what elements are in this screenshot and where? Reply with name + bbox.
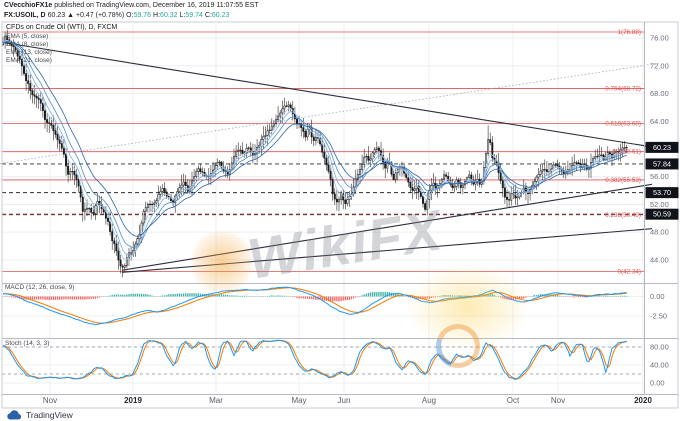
svg-text:-2.50: -2.50: [650, 312, 667, 321]
low-value: 59.74: [185, 12, 203, 19]
stochastic-pane: [2, 339, 644, 381]
svg-text:64.00: 64.00: [650, 117, 669, 126]
ema-8-line: [2, 40, 627, 255]
svg-text:56.00: 56.00: [650, 172, 669, 181]
time-tick-label: Oct: [507, 396, 520, 405]
svg-text:68.00: 68.00: [650, 89, 669, 98]
svg-text:72.00: 72.00: [650, 61, 669, 70]
time-tick-label: Aug: [422, 396, 436, 405]
publish-byline: CVecchioFX1e published on TradingView.co…: [4, 1, 259, 21]
svg-text:80.00: 80.00: [650, 343, 669, 352]
macd-line: [2, 286, 627, 326]
svg-text:0.382(55.53): 0.382(55.53): [605, 177, 641, 184]
low-label: L:: [179, 12, 186, 19]
time-scale[interactable]: Nov 2019 Mar May Jun Aug Oct Nov 2020: [43, 396, 653, 405]
svg-text:40.00: 40.00: [650, 361, 669, 370]
ema-21-line: [2, 41, 627, 237]
svg-text:57.84: 57.84: [653, 159, 671, 168]
symbol-info-line: FX:USOIL, D 60.23 ▲ +0.47 (+0.78%) O:59.…: [4, 11, 259, 21]
time-tick-label: Nov: [551, 396, 565, 405]
price-change: +0.47 (+0.78%): [75, 12, 125, 19]
time-tick-label: Mar: [209, 396, 223, 405]
price-badge: [645, 158, 679, 170]
last-price: 60.23: [47, 12, 66, 19]
author-username: CVecchioFX1e: [4, 2, 53, 9]
byline-text: published on TradingView.com, December 1…: [52, 2, 259, 9]
open-value: 59.76: [133, 12, 152, 19]
grid-lines: [2, 24, 644, 393]
svg-text:0.764(68.72): 0.764(68.72): [605, 86, 641, 93]
svg-text:0.5(59.61): 0.5(59.61): [612, 149, 641, 156]
tradingview-footer: TradingView: [7, 408, 73, 421]
svg-text:76.00: 76.00: [650, 34, 669, 43]
price-badge: [645, 187, 679, 199]
svg-text:0.00: 0.00: [650, 379, 665, 388]
high-label: H:: [153, 12, 161, 19]
rising-dotted-line: [0, 62, 661, 164]
svg-text:0(42.34): 0(42.34): [618, 268, 641, 275]
fibonacci-labels: 1(76.88) 0.764(68.72) 0.618(63.68) 0.5(59.6…: [605, 29, 641, 275]
macd-signal-line: [2, 287, 627, 324]
time-tick-label: 2019: [124, 396, 142, 405]
stoch-k-line: [2, 339, 627, 381]
price-badge: [645, 208, 679, 220]
ema-overlays: [2, 39, 627, 261]
time-tick-label: 2020: [634, 396, 652, 405]
tradingview-brand-text: TradingView: [26, 409, 73, 420]
tradingview-cloud-icon: [7, 409, 22, 420]
ema-5-line: [2, 39, 627, 261]
candlestick-series: [2, 29, 628, 278]
svg-text:44.00: 44.00: [650, 255, 669, 264]
time-tick-label: Nov: [43, 396, 57, 405]
ascending-support-lower: [121, 228, 653, 273]
macd-pane: [2, 286, 628, 326]
symbol-name: FX:USOIL, D: [4, 12, 46, 19]
svg-text:0.236(50.49): 0.236(50.49): [605, 212, 641, 219]
svg-text:50.59: 50.59: [653, 210, 671, 219]
svg-text:1(76.88): 1(76.88): [618, 29, 641, 36]
high-value: 60.32: [160, 12, 178, 19]
svg-text:53.70: 53.70: [653, 188, 671, 197]
svg-text:48.00: 48.00: [650, 228, 669, 237]
time-tick-label: Jun: [338, 396, 351, 405]
svg-text:52.00: 52.00: [650, 200, 669, 209]
descending-resistance: [1, 41, 657, 149]
fibonacci-levels: [2, 31, 644, 272]
up-arrow-icon: ▲: [67, 12, 74, 19]
open-label: O:: [126, 12, 134, 19]
byline-line: CVecchioFX1e published on TradingView.co…: [4, 1, 259, 11]
svg-text:60.23: 60.23: [653, 143, 671, 152]
stoch-d-line: [2, 339, 627, 380]
time-tick-label: May: [291, 396, 306, 405]
svg-text:0.00: 0.00: [650, 292, 665, 301]
ema-13-line: [2, 41, 627, 248]
svg-text:0.618(63.68): 0.618(63.68): [605, 120, 641, 127]
ascending-support-upper: [121, 183, 653, 271]
price-badge: [645, 141, 679, 153]
close-value: 60.23: [211, 12, 230, 19]
price-scale[interactable]: 76.00 72.00 68.00 64.00 56.00 52.00 48.00 44.00…: [645, 34, 679, 388]
close-label: C:: [204, 12, 212, 19]
